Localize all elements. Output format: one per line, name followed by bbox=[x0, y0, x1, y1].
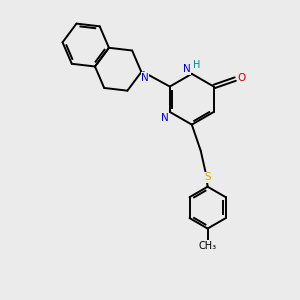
Text: O: O bbox=[238, 73, 246, 82]
Text: N: N bbox=[141, 73, 149, 82]
Text: N: N bbox=[183, 64, 190, 74]
Text: N: N bbox=[161, 113, 169, 124]
Text: S: S bbox=[205, 172, 211, 182]
Text: CH₃: CH₃ bbox=[199, 241, 217, 250]
Text: H: H bbox=[194, 60, 201, 70]
